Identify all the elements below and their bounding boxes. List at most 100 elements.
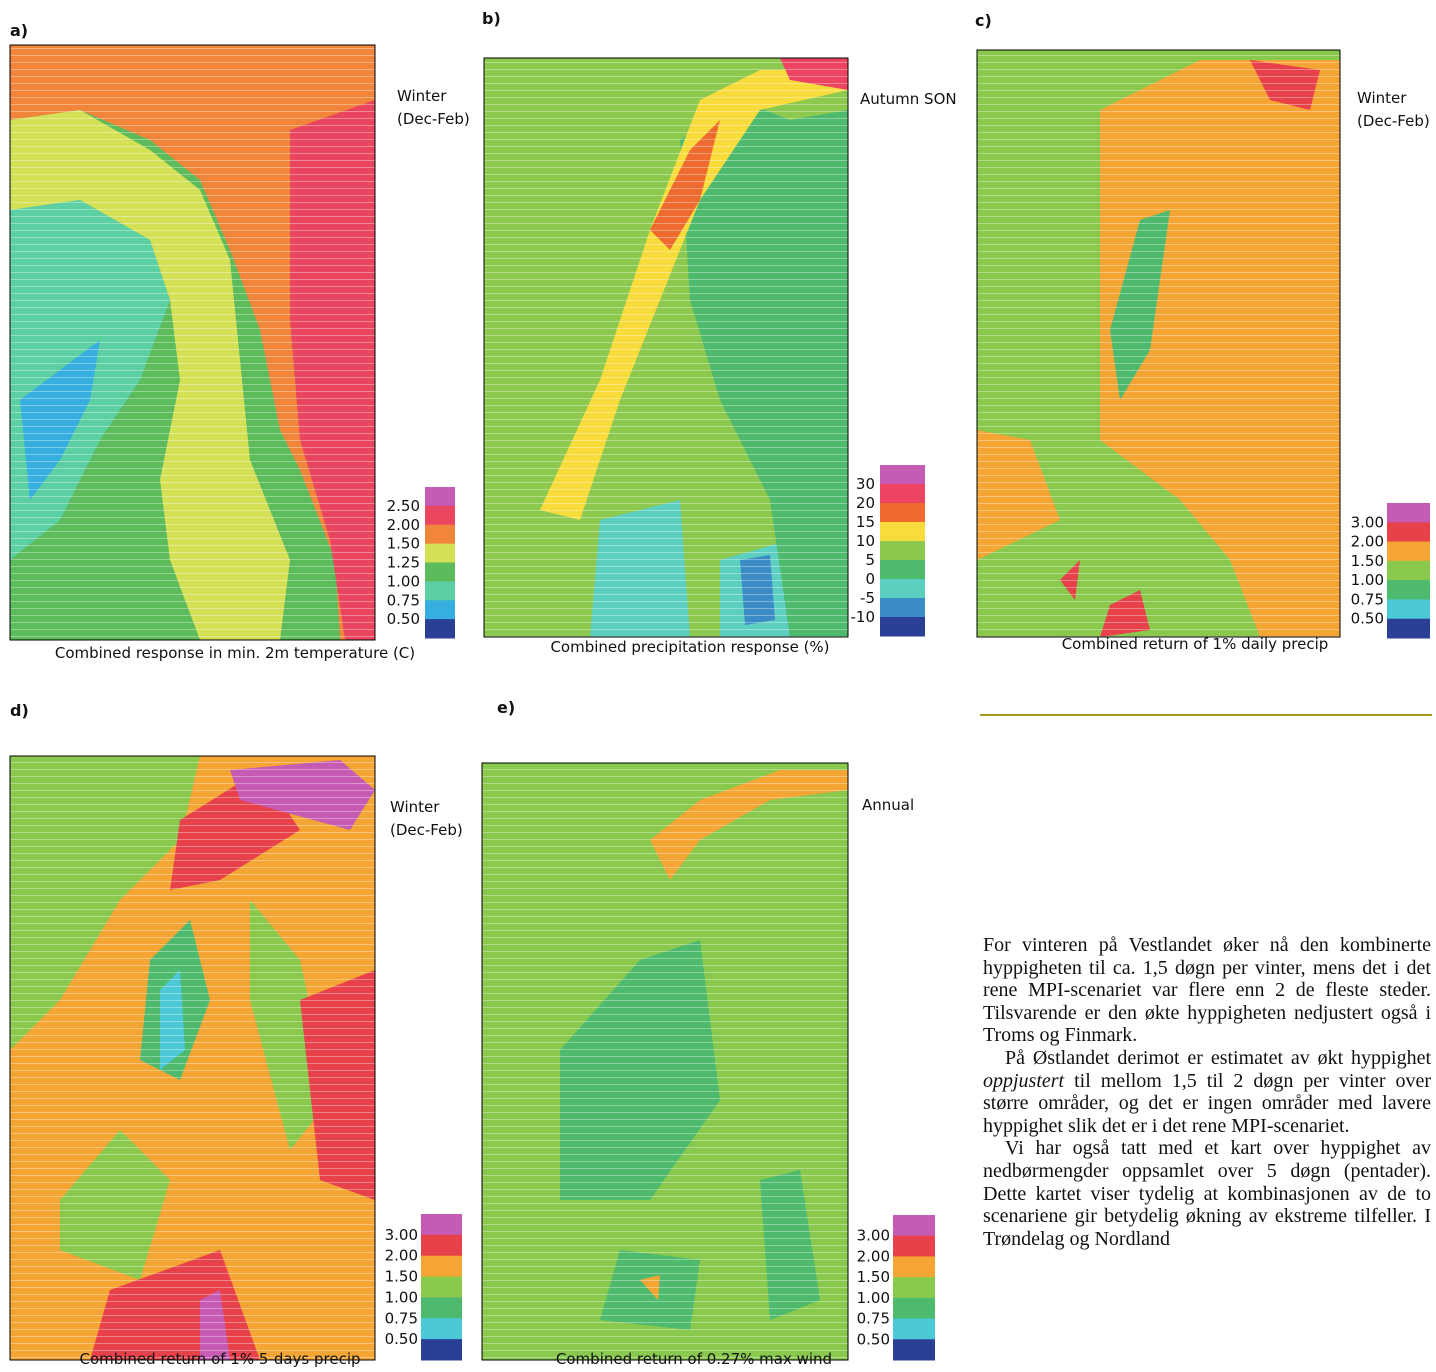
legend-swatch xyxy=(425,581,455,600)
panel-label: e) xyxy=(497,698,515,717)
map-a xyxy=(10,45,375,640)
legend-swatch xyxy=(880,598,925,618)
legend-swatch xyxy=(421,1214,462,1235)
map-caption: Combined response in min. 2m temperature… xyxy=(55,644,415,662)
season-label: Annual xyxy=(862,796,914,814)
legend-swatch xyxy=(425,506,455,525)
legend-label: 1.00 xyxy=(857,1289,890,1307)
legend-label: 1.50 xyxy=(385,1268,418,1286)
legend-swatch xyxy=(421,1256,462,1277)
legend-label: 15 xyxy=(856,513,875,531)
legend-swatch xyxy=(421,1339,462,1360)
legend-label: 0.75 xyxy=(385,1309,418,1327)
legend-label: 20 xyxy=(856,494,875,512)
legend-swatch xyxy=(425,525,455,544)
legend-label: 1.00 xyxy=(1351,571,1384,589)
paragraph: Vi har også tatt med et kart over hyppig… xyxy=(983,1137,1431,1250)
map-caption: Combined return of 0.27% max wind xyxy=(556,1350,832,1368)
legend-label: 2.00 xyxy=(1351,533,1384,551)
panel-label: b) xyxy=(482,9,501,28)
legend-swatch xyxy=(880,560,925,580)
text-run: For vinteren på Vestlandet øker nå den k… xyxy=(983,934,1431,1046)
panel-label: d) xyxy=(10,701,29,720)
legend-label: 2.50 xyxy=(387,497,420,515)
paragraph: For vinteren på Vestlandet øker nå den k… xyxy=(983,934,1431,1047)
legend-label: 0.50 xyxy=(857,1330,890,1348)
map-d xyxy=(10,756,375,1360)
legend-label: 0.50 xyxy=(385,1330,418,1348)
legend-swatch xyxy=(893,1298,935,1319)
legend-label: 1.50 xyxy=(387,535,420,553)
map-c xyxy=(977,50,1340,637)
legend-label: 1.25 xyxy=(387,554,420,572)
legend-label: 0.75 xyxy=(1351,590,1384,608)
legend-label: 0.50 xyxy=(1351,610,1384,628)
season-label: (Dec-Feb) xyxy=(1357,112,1430,130)
map-caption: Combined return of 1% 5-days precip xyxy=(79,1350,360,1368)
legend-swatch xyxy=(1387,503,1430,523)
legend-swatch xyxy=(1387,561,1430,581)
legend-label: 1.50 xyxy=(857,1268,890,1286)
map-e xyxy=(482,763,848,1360)
legend-swatch xyxy=(425,600,455,619)
legend-swatch xyxy=(421,1318,462,1339)
legend-label: 2.00 xyxy=(385,1247,418,1265)
legend-swatch xyxy=(421,1235,462,1256)
legend-swatch xyxy=(421,1277,462,1298)
legend-label: 3.00 xyxy=(857,1227,890,1245)
legend-label: -10 xyxy=(851,608,876,626)
legend-swatch xyxy=(425,487,455,506)
season-label: Winter xyxy=(1357,89,1407,107)
legend-label: 3.00 xyxy=(385,1226,418,1244)
legend-label: -5 xyxy=(860,589,875,607)
legend-swatch xyxy=(425,619,455,638)
legend-swatch xyxy=(893,1256,935,1277)
legend-swatch xyxy=(1387,522,1430,542)
legend-label: 5 xyxy=(865,551,875,569)
legend-swatch xyxy=(425,563,455,582)
legend-swatch xyxy=(1387,542,1430,562)
text-run: Vi har også tatt med et kart over hyppig… xyxy=(983,1137,1431,1249)
legend-swatch xyxy=(893,1339,935,1360)
legend-swatch xyxy=(893,1277,935,1298)
season-label: (Dec-Feb) xyxy=(390,821,463,839)
legend-swatch xyxy=(421,1297,462,1318)
season-label: (Dec-Feb) xyxy=(397,110,470,128)
legend-swatch xyxy=(880,541,925,561)
legend-label: 3.00 xyxy=(1351,513,1384,531)
legend-swatch xyxy=(880,579,925,599)
legend-label: 1.00 xyxy=(385,1288,418,1306)
legend-label: 10 xyxy=(856,532,875,550)
map-caption: Combined return of 1% daily precip xyxy=(1062,635,1329,653)
season-label: Winter xyxy=(397,87,447,105)
legend-label: 2.00 xyxy=(387,516,420,534)
text-run: oppjustert xyxy=(983,1070,1064,1092)
legend-swatch xyxy=(880,465,925,485)
panel-label: a) xyxy=(10,21,28,40)
season-label: Autumn SON xyxy=(860,90,957,108)
legend-label: 0.75 xyxy=(387,591,420,609)
legend-label: 0.50 xyxy=(387,610,420,628)
legend-label: 2.00 xyxy=(857,1247,890,1265)
legend-swatch xyxy=(880,522,925,542)
legend-label: 1.00 xyxy=(387,572,420,590)
legend-label: 0 xyxy=(865,570,875,588)
legend-swatch xyxy=(893,1319,935,1340)
paragraph: På Østlandet derimot er estimatet av økt… xyxy=(983,1047,1431,1137)
body-text: For vinteren på Vestlandet øker nå den k… xyxy=(983,934,1431,1372)
legend-swatch xyxy=(880,503,925,523)
legend-swatch xyxy=(893,1236,935,1257)
panel-label: c) xyxy=(975,11,992,30)
legend-swatch xyxy=(880,617,925,637)
legend-swatch xyxy=(1387,580,1430,600)
legend-label: 0.75 xyxy=(857,1310,890,1328)
legend-swatch xyxy=(425,544,455,563)
page: a) b) c) d) e) Winter (Dec-Feb) Combined r… xyxy=(0,0,1436,1372)
legend-swatch xyxy=(880,484,925,504)
legend-swatch xyxy=(893,1215,935,1236)
season-label: Winter xyxy=(390,798,440,816)
map-caption: Combined precipitation response (%) xyxy=(550,638,829,656)
map-b xyxy=(484,58,848,637)
legend-label: 1.50 xyxy=(1351,552,1384,570)
text-run: På Østlandet derimot er estimatet av økt… xyxy=(1005,1047,1431,1069)
